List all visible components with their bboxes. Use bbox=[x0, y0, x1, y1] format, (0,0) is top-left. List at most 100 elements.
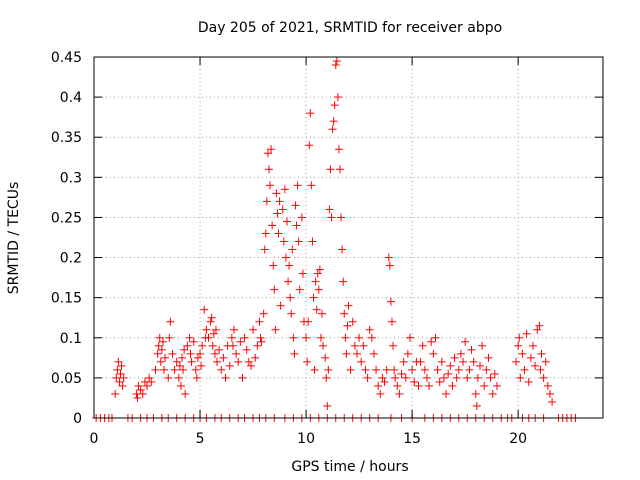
data-point bbox=[281, 253, 290, 262]
data-point bbox=[242, 345, 251, 354]
data-point bbox=[380, 377, 389, 386]
data-point bbox=[260, 245, 269, 254]
data-point bbox=[170, 365, 179, 374]
data-point bbox=[211, 325, 220, 334]
data-point bbox=[480, 381, 489, 390]
data-point bbox=[161, 353, 170, 362]
data-point bbox=[256, 333, 265, 342]
data-point bbox=[459, 357, 468, 366]
data-point bbox=[395, 389, 404, 398]
data-point bbox=[471, 389, 480, 398]
data-point bbox=[217, 365, 226, 374]
data-point bbox=[225, 361, 234, 370]
data-point bbox=[193, 353, 202, 362]
data-point bbox=[302, 333, 311, 342]
data-point bbox=[274, 229, 283, 238]
data-point bbox=[200, 305, 209, 314]
chart-title: Day 205 of 2021, SRMTID for receiver abp… bbox=[198, 20, 502, 36]
data-point bbox=[309, 293, 318, 302]
data-point bbox=[446, 361, 455, 370]
data-point bbox=[359, 341, 368, 350]
data-point bbox=[376, 389, 385, 398]
data-point bbox=[270, 285, 279, 294]
data-point bbox=[420, 365, 429, 374]
data-point bbox=[158, 337, 167, 346]
data-point bbox=[339, 277, 348, 286]
y-tick-label: 0.2 bbox=[60, 251, 82, 267]
data-point bbox=[275, 197, 284, 206]
data-point bbox=[343, 321, 352, 330]
data-point bbox=[328, 125, 337, 134]
data-point bbox=[166, 317, 175, 326]
data-point bbox=[391, 373, 400, 382]
data-point bbox=[414, 381, 423, 390]
data-point bbox=[465, 365, 474, 374]
data-point bbox=[196, 349, 205, 358]
data-point bbox=[418, 341, 427, 350]
data-point bbox=[442, 389, 451, 398]
data-point bbox=[138, 389, 147, 398]
data-point bbox=[206, 317, 215, 326]
data-point bbox=[209, 329, 218, 338]
data-point bbox=[463, 373, 472, 382]
data-point bbox=[425, 381, 434, 390]
data-point bbox=[473, 373, 482, 382]
data-point bbox=[176, 381, 185, 390]
data-point bbox=[512, 357, 521, 366]
data-point bbox=[293, 181, 302, 190]
data-point bbox=[251, 353, 260, 362]
data-point bbox=[207, 313, 216, 322]
y-tick-label: 0.15 bbox=[51, 291, 82, 307]
data-point bbox=[352, 349, 361, 358]
data-point bbox=[346, 365, 355, 374]
data-point bbox=[307, 181, 316, 190]
data-point bbox=[267, 145, 276, 154]
data-point bbox=[287, 309, 296, 318]
data-point bbox=[435, 377, 444, 386]
data-point bbox=[292, 221, 301, 230]
data-point bbox=[340, 309, 349, 318]
data-point bbox=[178, 353, 187, 362]
data-point bbox=[151, 365, 160, 374]
data-point bbox=[227, 333, 236, 342]
data-point bbox=[337, 213, 346, 222]
data-point bbox=[533, 325, 542, 334]
data-point bbox=[522, 329, 531, 338]
data-point bbox=[486, 373, 495, 382]
data-point bbox=[133, 393, 142, 402]
data-point bbox=[244, 357, 253, 366]
data-point bbox=[175, 361, 184, 370]
y-tick-label: 0.35 bbox=[51, 130, 82, 146]
data-point bbox=[545, 389, 554, 398]
data-point bbox=[185, 333, 194, 342]
data-point bbox=[338, 245, 347, 254]
data-point bbox=[295, 285, 304, 294]
data-point bbox=[374, 381, 383, 390]
data-point bbox=[306, 109, 315, 118]
data-point bbox=[246, 361, 255, 370]
data-point bbox=[279, 237, 288, 246]
data-point bbox=[316, 333, 325, 342]
data-point bbox=[289, 333, 298, 342]
data-point bbox=[536, 365, 545, 374]
y-tick-labels: 0 0.05 0.1 0.15 0.2 0.25 0.3 0.35 0.4 0.45 bbox=[51, 50, 82, 427]
data-point bbox=[308, 237, 317, 246]
y-tick-label: 0.1 bbox=[60, 331, 82, 347]
data-point bbox=[114, 357, 123, 366]
data-point bbox=[191, 365, 200, 374]
data-point bbox=[157, 345, 166, 354]
data-point bbox=[336, 165, 345, 174]
data-point bbox=[361, 365, 370, 374]
y-tick-label: 0.3 bbox=[60, 170, 82, 186]
data-point bbox=[439, 373, 448, 382]
data-point bbox=[155, 333, 164, 342]
data-point bbox=[198, 341, 207, 350]
data-point bbox=[384, 253, 393, 262]
axis-ticks bbox=[93, 56, 603, 419]
plot-frame bbox=[93, 56, 604, 419]
data-point bbox=[210, 349, 219, 358]
data-point bbox=[378, 373, 387, 382]
data-point bbox=[515, 333, 524, 342]
data-point bbox=[234, 357, 243, 366]
data-point bbox=[329, 117, 338, 126]
